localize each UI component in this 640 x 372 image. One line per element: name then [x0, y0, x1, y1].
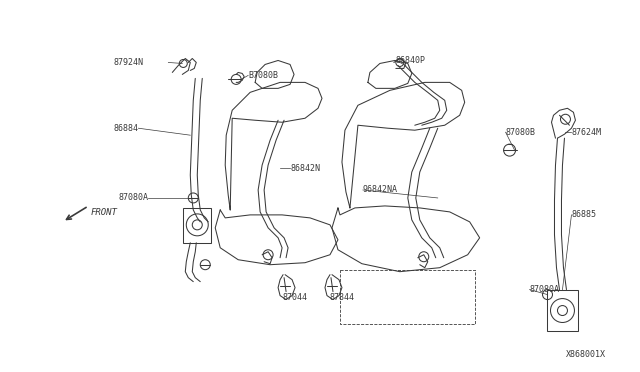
Text: 86840P: 86840P	[396, 56, 426, 65]
Text: FRONT: FRONT	[90, 208, 117, 217]
Text: 87080A: 87080A	[118, 193, 148, 202]
Text: 87080B: 87080B	[506, 128, 536, 137]
Bar	[183, 208, 211, 243]
Text: 87080A: 87080A	[529, 285, 559, 294]
Text: 87044: 87044	[282, 293, 307, 302]
Bar	[340, 270, 475, 324]
Text: 86842N: 86842N	[290, 164, 320, 173]
Text: 86885: 86885	[572, 211, 596, 219]
Text: 86884: 86884	[113, 124, 138, 133]
Text: 87924N: 87924N	[113, 58, 143, 67]
Text: 87624M: 87624M	[572, 128, 602, 137]
Text: X868001X: X868001X	[566, 350, 606, 359]
Text: 96842NA: 96842NA	[363, 186, 398, 195]
Text: B7080B: B7080B	[248, 71, 278, 80]
Bar	[547, 290, 579, 331]
Text: 87844: 87844	[330, 293, 355, 302]
